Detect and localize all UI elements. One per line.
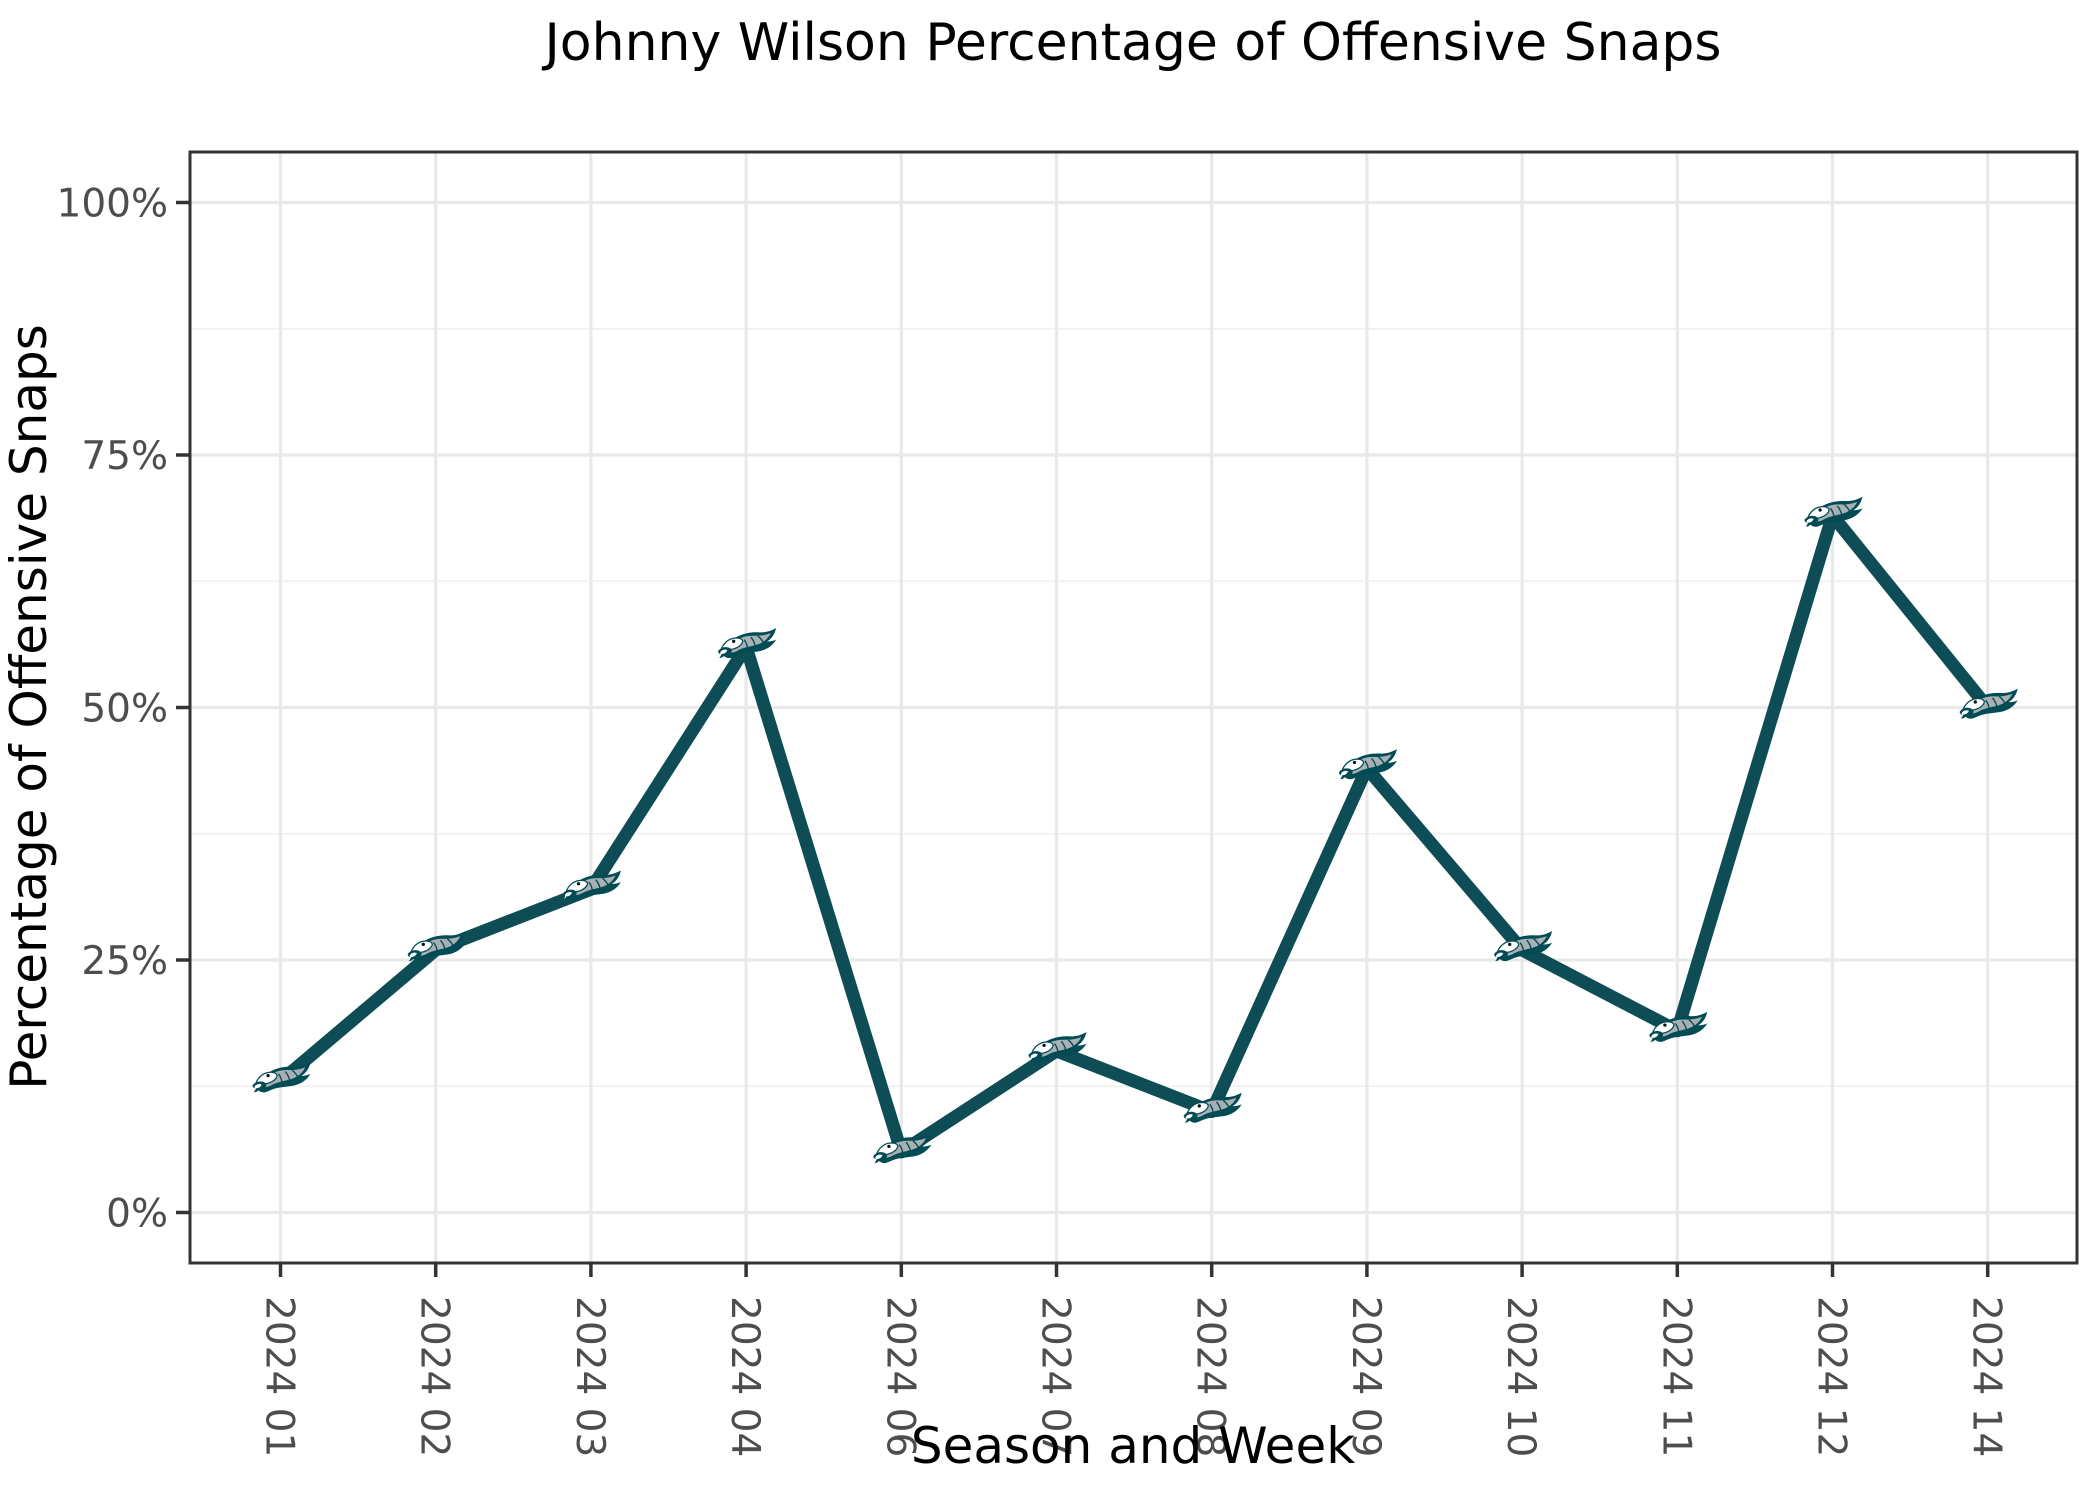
x-tick-label: 2024 08	[1188, 1296, 1233, 1457]
series-layer	[251, 495, 2019, 1164]
x-tick-label: 2024 09	[1343, 1296, 1388, 1457]
x-tick-label: 2024 10	[1498, 1296, 1543, 1457]
y-tick-label: 100%	[57, 182, 169, 227]
x-tick-label: 2024 03	[567, 1296, 612, 1457]
grid-layer	[190, 152, 2077, 1263]
x-tick-label: 2024 04	[722, 1296, 767, 1457]
x-axis-title: Season and Week	[911, 1417, 1355, 1475]
y-axis-title: Percentage of Offensive Snaps	[0, 324, 58, 1090]
axis-layer: 0% 25% 50% 75% 100% 2024 01 2024 02 2024 03 2024…	[57, 150, 2079, 1457]
y-tick-label: 75%	[81, 434, 168, 479]
x-tick-label: 2024 12	[1809, 1296, 1854, 1457]
x-tick-label: 2024 14	[1964, 1296, 2009, 1457]
x-tick-label: 2024 11	[1653, 1296, 1698, 1457]
x-tick-label: 2024 01	[257, 1296, 302, 1457]
x-tick-label: 2024 06	[877, 1296, 922, 1457]
chart-title: Johnny Wilson Percentage of Offensive Sn…	[541, 13, 1721, 73]
x-tick-label: 2024 02	[412, 1296, 457, 1457]
y-tick-label: 50%	[81, 687, 168, 732]
y-tick-label: 25%	[81, 939, 168, 984]
y-tick-label: 0%	[106, 1192, 168, 1237]
x-tick-label: 2024 07	[1033, 1296, 1078, 1457]
